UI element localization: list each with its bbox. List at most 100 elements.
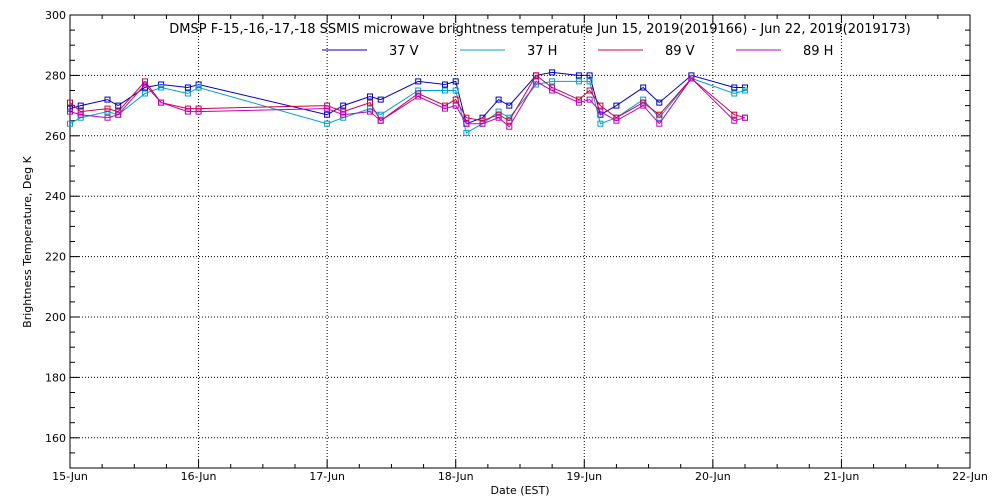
data-point bbox=[495, 108, 502, 115]
minor-ticks bbox=[70, 15, 970, 468]
data-point bbox=[597, 120, 604, 127]
data-point bbox=[452, 96, 459, 103]
data-point bbox=[463, 129, 470, 136]
data-point bbox=[415, 93, 422, 100]
data-point bbox=[340, 102, 347, 109]
data-point bbox=[575, 99, 582, 106]
data-point bbox=[575, 72, 582, 79]
data-point bbox=[586, 96, 593, 103]
data-point bbox=[463, 120, 470, 127]
data-point bbox=[742, 87, 748, 94]
x-tick-label: 19-Jun bbox=[566, 470, 602, 483]
data-point bbox=[67, 108, 73, 115]
data-point bbox=[463, 114, 470, 121]
data-point bbox=[77, 111, 84, 118]
data-point bbox=[158, 99, 165, 106]
data-point bbox=[115, 102, 122, 109]
data-point bbox=[495, 114, 502, 121]
data-point bbox=[442, 105, 448, 112]
data-point bbox=[506, 123, 513, 130]
data-point bbox=[340, 108, 347, 115]
x-tick-label: 22-Jun bbox=[952, 470, 988, 483]
x-tick-label: 20-Jun bbox=[695, 470, 731, 483]
data-point bbox=[77, 108, 84, 115]
data-point bbox=[67, 99, 73, 106]
legend-entry: 37 V bbox=[322, 44, 419, 59]
data-point bbox=[731, 117, 738, 124]
legend-label: 89 H bbox=[803, 44, 833, 59]
series-89-h bbox=[67, 75, 748, 130]
data-point bbox=[142, 81, 148, 88]
data-point bbox=[506, 102, 513, 109]
data-point bbox=[104, 105, 111, 112]
data-point bbox=[533, 72, 540, 79]
data-point bbox=[184, 90, 191, 97]
chart-title: DMSP F-15,-16,-17,-18 SSMIS microwave br… bbox=[169, 22, 910, 37]
y-tick-label: 280 bbox=[45, 69, 66, 82]
data-point bbox=[377, 111, 384, 118]
data-point bbox=[656, 120, 663, 127]
data-point bbox=[142, 90, 148, 97]
x-tick-label: 21-Jun bbox=[824, 470, 860, 483]
data-point bbox=[195, 108, 202, 115]
data-point bbox=[731, 90, 738, 97]
data-point bbox=[452, 87, 459, 94]
data-point bbox=[597, 102, 604, 109]
y-axis-ticks: 160 180 200 220 240 260 280 300 bbox=[45, 9, 66, 445]
legend-label: 37 H bbox=[527, 44, 557, 59]
data-point bbox=[506, 117, 513, 124]
data-point bbox=[452, 102, 459, 109]
data-point bbox=[442, 81, 448, 88]
data-point bbox=[613, 117, 620, 124]
data-series bbox=[67, 69, 748, 136]
x-tick-label: 16-Jun bbox=[181, 470, 217, 483]
data-point bbox=[688, 75, 695, 82]
data-point bbox=[495, 96, 502, 103]
data-point bbox=[586, 87, 593, 94]
data-point bbox=[575, 78, 582, 85]
data-point bbox=[415, 78, 422, 85]
y-tick-label: 240 bbox=[45, 190, 66, 203]
data-point bbox=[656, 99, 663, 106]
x-axis-label: Date (EST) bbox=[490, 484, 549, 497]
y-tick-label: 220 bbox=[45, 251, 66, 264]
legend-label: 89 V bbox=[665, 44, 695, 59]
data-point bbox=[549, 87, 556, 94]
data-point bbox=[324, 120, 331, 127]
data-point bbox=[324, 105, 331, 112]
x-axis-ticks: 15-Jun 16-Jun 17-Jun 18-Jun 19-Jun 20-Jun 21-J… bbox=[52, 470, 988, 483]
data-point bbox=[656, 111, 663, 118]
data-point bbox=[586, 72, 593, 79]
data-point bbox=[324, 111, 331, 118]
data-point bbox=[367, 99, 373, 106]
data-point bbox=[731, 84, 738, 91]
y-tick-label: 180 bbox=[45, 371, 66, 384]
data-point bbox=[731, 111, 738, 118]
y-tick-label: 200 bbox=[45, 311, 66, 324]
data-point bbox=[442, 87, 448, 94]
data-point bbox=[104, 114, 111, 121]
data-point bbox=[104, 96, 111, 103]
data-point bbox=[549, 69, 556, 76]
y-tick-label: 160 bbox=[45, 432, 66, 445]
data-point bbox=[533, 78, 540, 85]
data-point bbox=[742, 114, 748, 121]
data-point bbox=[158, 84, 165, 91]
x-tick-label: 17-Jun bbox=[309, 470, 345, 483]
data-point bbox=[613, 102, 620, 109]
legend-label: 37 V bbox=[389, 44, 419, 59]
y-axis-label: Brightness Temperature, Deg K bbox=[21, 155, 34, 327]
data-point bbox=[77, 102, 84, 109]
data-point bbox=[67, 120, 73, 127]
data-point bbox=[195, 84, 202, 91]
data-point bbox=[184, 84, 191, 91]
data-point bbox=[377, 96, 384, 103]
data-point bbox=[115, 111, 122, 118]
data-point bbox=[586, 78, 593, 85]
data-point bbox=[479, 120, 486, 127]
data-point bbox=[597, 108, 604, 115]
series-line bbox=[69, 77, 746, 128]
data-point bbox=[367, 93, 373, 100]
data-point bbox=[452, 78, 459, 85]
data-point bbox=[340, 111, 347, 118]
